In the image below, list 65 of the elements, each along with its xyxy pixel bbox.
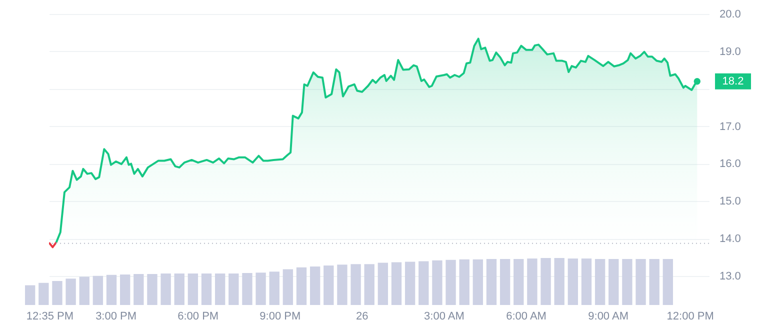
bar <box>554 258 564 305</box>
bar <box>256 272 266 305</box>
bar <box>282 269 294 305</box>
bar <box>636 258 646 305</box>
x-tick-label: 9:00 AM <box>588 310 628 322</box>
bar <box>486 258 497 305</box>
bar <box>514 258 524 305</box>
bar <box>296 267 307 305</box>
bar <box>608 258 619 305</box>
bar <box>228 274 239 305</box>
bar <box>622 258 632 305</box>
x-tick-label: 12:00 PM <box>666 310 714 322</box>
bar <box>324 266 334 305</box>
x-tick-label: 6:00 PM <box>178 310 219 322</box>
bar <box>500 258 510 305</box>
bar <box>527 258 538 305</box>
y-tick-label: 13.0 <box>720 270 741 282</box>
bar <box>92 276 104 305</box>
bar <box>160 274 171 305</box>
bar <box>378 262 388 305</box>
x-tick-label: 3:00 PM <box>96 310 137 322</box>
bar <box>364 264 374 305</box>
x-tick-label: 6:00 AM <box>506 310 546 322</box>
bar <box>446 260 456 305</box>
bar <box>66 278 76 305</box>
bar <box>418 261 429 305</box>
y-tick-label: 17.0 <box>720 120 741 133</box>
y-tick-label: 15.0 <box>720 196 741 208</box>
bar <box>649 258 660 305</box>
bar <box>594 258 606 305</box>
x-tick-label: 12:35 PM <box>26 310 74 322</box>
bar <box>242 273 252 305</box>
bar <box>269 272 280 305</box>
bar <box>174 274 184 305</box>
y-tick-label: 20.0 <box>720 8 741 20</box>
bar <box>310 266 320 305</box>
bar <box>52 281 62 305</box>
bar <box>350 264 361 305</box>
bar <box>188 274 198 305</box>
x-tick-label: 9:00 PM <box>260 310 301 322</box>
bar <box>134 274 144 305</box>
bar <box>79 276 90 305</box>
bar <box>404 262 416 305</box>
bar <box>472 259 484 305</box>
bar <box>432 260 442 305</box>
annotation: 18.2 <box>722 75 744 88</box>
bar <box>106 274 117 305</box>
bar <box>147 274 158 305</box>
y-tick-label: 14.0 <box>720 233 741 246</box>
bar <box>391 262 402 305</box>
bar <box>120 274 130 305</box>
bar <box>214 274 226 305</box>
bar <box>38 282 49 305</box>
bar <box>662 258 673 305</box>
x-tick-label: 26 <box>356 310 368 322</box>
bar <box>459 259 470 305</box>
x-tick-label: 3:00 AM <box>424 310 464 322</box>
y-tick-label: 16.0 <box>720 158 741 170</box>
bar <box>25 285 36 305</box>
bar <box>337 264 348 305</box>
y-tick-label: 19.0 <box>720 46 741 58</box>
bar <box>201 274 212 305</box>
bar <box>581 258 592 305</box>
bar <box>568 258 578 305</box>
bar <box>540 258 551 305</box>
